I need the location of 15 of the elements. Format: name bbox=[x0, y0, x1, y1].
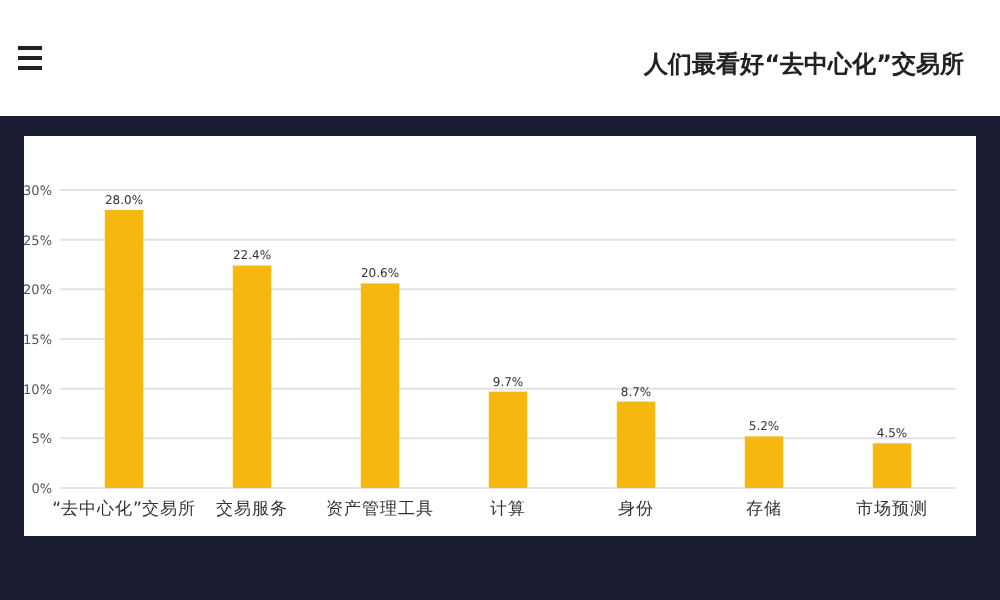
x-tick-label: 资产管理工具 bbox=[326, 498, 434, 520]
bar bbox=[232, 265, 272, 488]
bar bbox=[744, 436, 784, 488]
x-tick-label: 存储 bbox=[746, 498, 782, 520]
x-tick-label: “去中心化”交易所 bbox=[52, 498, 196, 520]
x-tick-label: 身份 bbox=[618, 498, 654, 520]
x-tick-label: 计算 bbox=[490, 498, 526, 520]
x-tick-label: 市场预测 bbox=[856, 498, 928, 520]
bar bbox=[616, 401, 656, 488]
bar bbox=[104, 209, 144, 488]
bar bbox=[872, 443, 912, 488]
chart-title: 人们最看好“去中心化”交易所 bbox=[642, 50, 964, 78]
bar bbox=[360, 283, 400, 488]
x-tick-label: 交易服务 bbox=[216, 498, 288, 520]
bar bbox=[488, 391, 528, 488]
